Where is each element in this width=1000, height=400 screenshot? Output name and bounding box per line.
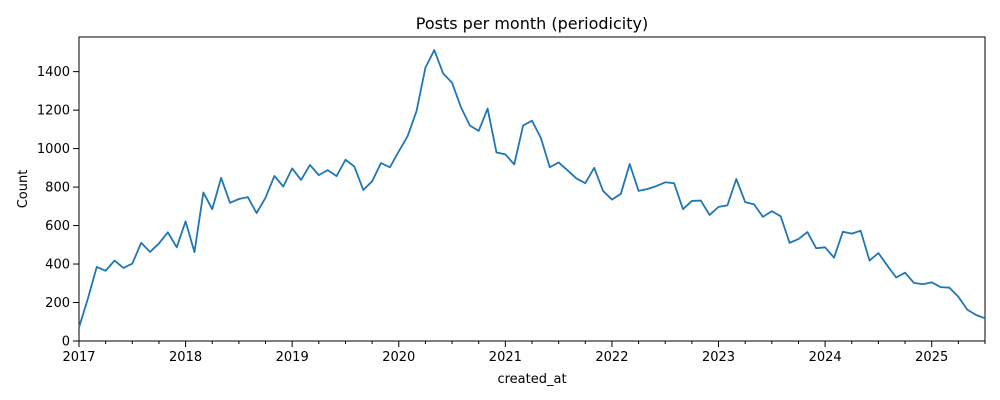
- x-axis-label: created_at: [497, 372, 566, 387]
- y-tick-label: 1000: [37, 142, 70, 157]
- y-axis-label: Count: [16, 170, 31, 209]
- y-tick-label: 1200: [37, 104, 70, 119]
- y-tick-label: 800: [45, 181, 70, 196]
- x-tick-label: 2022: [595, 350, 628, 365]
- y-tick-label: 1400: [37, 65, 70, 80]
- x-axis-ticks: 2017 2018 2019 2020 2021 2022 2023 2024 2025: [62, 341, 986, 365]
- y-tick-label: 0: [62, 335, 70, 350]
- y-tick-label: 400: [45, 258, 70, 273]
- x-tick-label: 2025: [915, 350, 948, 365]
- y-tick-label: 200: [45, 296, 70, 311]
- x-tick-label: 2019: [276, 350, 309, 365]
- x-tick-label: 2020: [382, 350, 415, 365]
- y-tick-label: 600: [45, 219, 70, 234]
- x-tick-label: 2023: [702, 350, 735, 365]
- series-line: [78, 49, 986, 328]
- chart-title: Posts per month (periodicity): [416, 14, 648, 33]
- y-axis-ticks: 0 200 400 600 800 1000 1200 1400: [37, 65, 79, 350]
- x-tick-label: 2018: [169, 350, 202, 365]
- x-tick-label: 2017: [62, 350, 95, 365]
- x-tick-label: 2021: [489, 350, 522, 365]
- plot-frame: [78, 36, 986, 342]
- x-tick-label: 2024: [809, 350, 842, 365]
